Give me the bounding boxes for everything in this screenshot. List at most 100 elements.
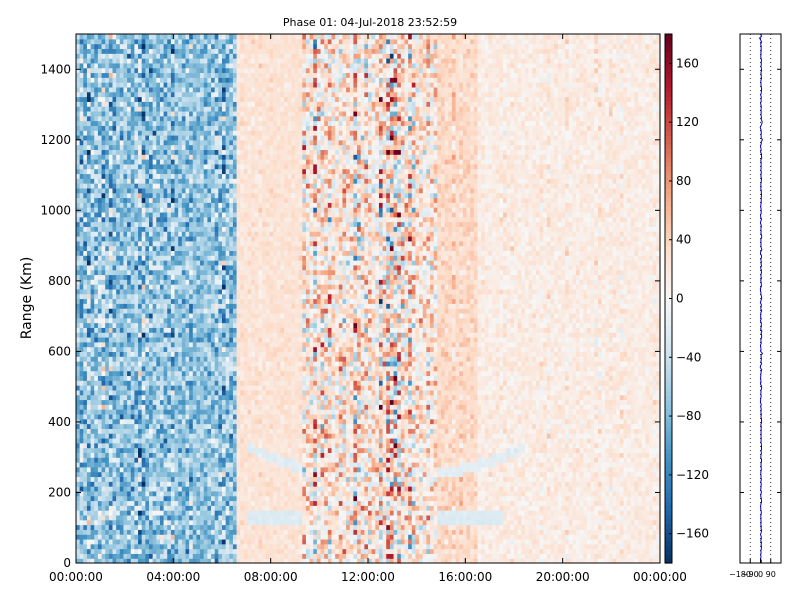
heatmap-cell xyxy=(189,43,194,50)
heatmap-cell xyxy=(138,211,143,218)
heatmap-cell xyxy=(200,106,205,112)
heatmap-cell xyxy=(163,207,168,213)
heatmap-cell xyxy=(181,38,187,45)
heatmap-cell xyxy=(218,389,223,396)
heatmap-cell xyxy=(178,250,183,256)
heatmap-cell xyxy=(211,134,216,141)
heatmap-cell xyxy=(138,293,143,300)
heatmap-cell xyxy=(101,173,106,179)
heatmap-cell xyxy=(76,240,81,247)
heatmap-cell xyxy=(108,466,114,473)
heatmap-cell xyxy=(211,524,216,530)
heatmap-cell xyxy=(145,110,150,117)
heatmap-cell xyxy=(163,106,168,112)
heatmap-cell xyxy=(123,505,128,511)
heatmap-cell xyxy=(222,72,227,78)
heatmap-cell xyxy=(240,380,245,386)
heatmap-cell xyxy=(196,409,201,415)
heatmap-cell xyxy=(116,72,121,78)
heatmap-cell xyxy=(112,346,117,352)
heatmap-cell xyxy=(127,178,132,184)
heatmap-cell xyxy=(214,221,219,227)
heatmap-cell xyxy=(163,457,168,463)
heatmap-cell xyxy=(203,260,208,266)
heatmap-cell xyxy=(203,279,208,285)
heatmap-cell xyxy=(159,125,165,131)
heatmap-cell xyxy=(119,91,125,98)
heatmap-cell xyxy=(149,284,154,290)
heatmap-cell xyxy=(225,447,230,453)
heatmap-cell xyxy=(105,255,110,261)
heatmap-cell xyxy=(94,413,99,420)
heatmap-cell xyxy=(218,38,223,45)
heatmap-cell xyxy=(145,197,150,203)
heatmap-cell xyxy=(90,457,95,463)
heatmap-cell xyxy=(196,130,201,136)
heatmap-cell xyxy=(192,134,198,141)
heatmap-cell xyxy=(232,115,238,122)
heatmap-cell xyxy=(156,476,161,482)
heatmap-cell xyxy=(105,351,110,357)
heatmap-cell xyxy=(174,370,179,377)
heatmap-cell xyxy=(192,202,198,208)
heatmap-cell xyxy=(141,510,146,516)
heatmap-cell xyxy=(112,183,117,189)
heatmap-cell xyxy=(141,418,146,425)
heatmap-cell xyxy=(79,48,84,54)
heatmap-cell xyxy=(207,269,212,276)
heatmap-cell xyxy=(94,303,99,309)
heatmap-cell xyxy=(149,34,154,40)
heatmap-cell xyxy=(181,452,187,458)
heatmap-cell xyxy=(112,53,117,59)
heatmap-cell xyxy=(108,53,114,59)
heatmap-cell xyxy=(203,43,208,50)
heatmap-cell xyxy=(94,279,99,285)
heatmap-cell xyxy=(207,303,212,309)
heatmap-cell xyxy=(152,178,157,184)
heatmap-cell xyxy=(229,144,234,151)
heatmap-cell xyxy=(97,192,103,199)
heatmap-cell xyxy=(170,476,176,482)
heatmap-cell xyxy=(207,553,212,559)
heatmap-cell xyxy=(116,351,121,357)
heatmap-cell xyxy=(222,134,227,141)
heatmap-cell xyxy=(167,423,172,429)
heatmap-cell xyxy=(76,293,81,300)
heatmap-cell xyxy=(156,154,161,160)
heatmap-cell xyxy=(79,235,84,242)
heatmap-cell xyxy=(200,34,205,40)
heatmap-cell xyxy=(196,471,201,478)
heatmap-cell xyxy=(200,240,205,247)
heatmap-cell xyxy=(203,264,208,271)
heatmap-cell xyxy=(116,375,121,381)
heatmap-cell xyxy=(222,452,227,458)
heatmap-cell xyxy=(214,538,219,545)
heatmap-cell xyxy=(189,380,194,386)
heatmap-cell xyxy=(156,197,161,203)
heatmap-cell xyxy=(174,255,179,261)
heatmap-cell xyxy=(196,43,201,50)
heatmap-cell xyxy=(185,298,190,304)
heatmap-cell xyxy=(178,163,183,170)
heatmap-cell xyxy=(94,154,99,160)
heatmap-cell xyxy=(141,303,146,309)
heatmap-cell xyxy=(149,423,154,429)
heatmap-cell xyxy=(211,120,216,126)
heatmap-cell xyxy=(214,534,219,540)
heatmap-cell xyxy=(130,481,135,487)
heatmap-cell xyxy=(222,394,227,401)
heatmap-cell xyxy=(222,481,227,487)
heatmap-cell xyxy=(214,34,219,40)
heatmap-cell xyxy=(108,476,114,482)
heatmap-cell xyxy=(134,466,139,473)
heatmap-cell xyxy=(174,447,179,453)
heatmap-cell xyxy=(130,115,135,122)
heatmap-cell xyxy=(149,370,154,377)
heatmap-cell xyxy=(105,53,110,59)
heatmap-cell xyxy=(94,399,99,405)
heatmap-cell xyxy=(159,288,165,295)
heatmap-cell xyxy=(229,183,234,189)
heatmap-cell xyxy=(229,481,234,487)
heatmap-cell xyxy=(196,303,201,309)
heatmap-cell xyxy=(94,183,99,189)
